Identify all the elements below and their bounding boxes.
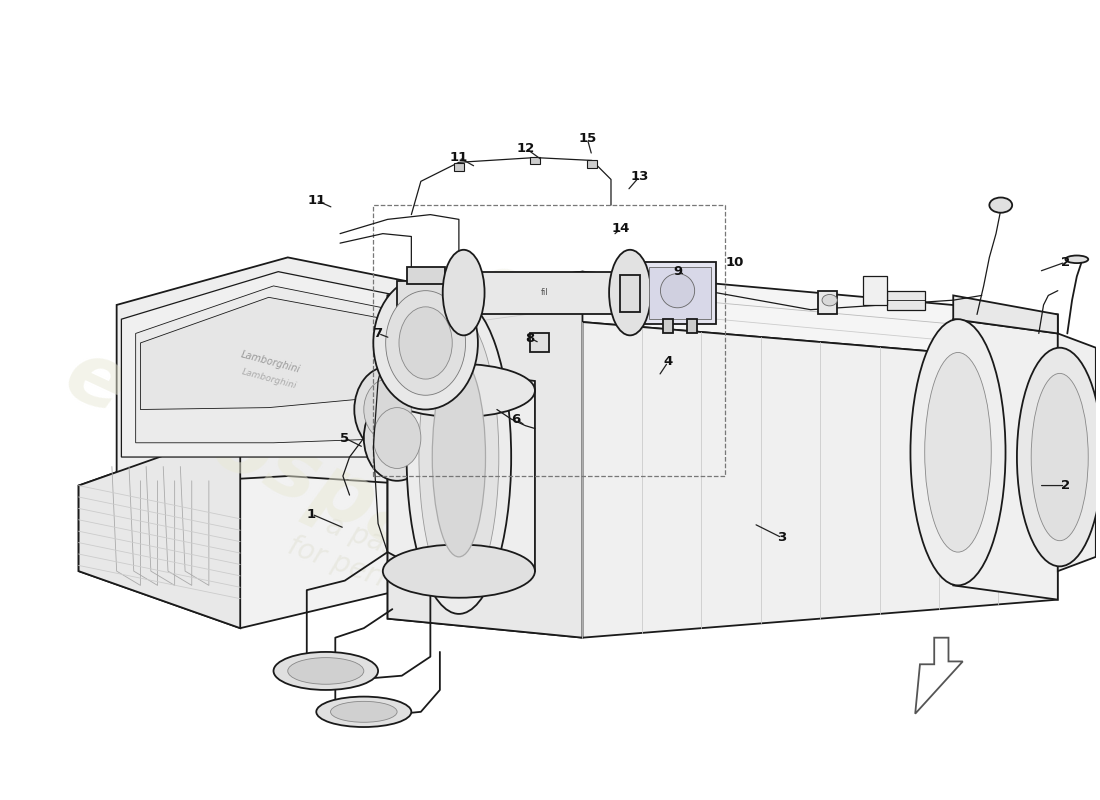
Polygon shape xyxy=(78,429,240,628)
Polygon shape xyxy=(1058,334,1096,571)
Polygon shape xyxy=(78,395,421,628)
Text: 8: 8 xyxy=(526,332,535,345)
Text: a passion
for perfection: a passion for perfection xyxy=(284,501,482,622)
Ellipse shape xyxy=(330,702,397,722)
Text: Lamborghini: Lamborghini xyxy=(240,367,297,390)
Polygon shape xyxy=(387,371,535,590)
Ellipse shape xyxy=(373,277,477,410)
Polygon shape xyxy=(887,290,925,310)
Polygon shape xyxy=(862,277,887,305)
Ellipse shape xyxy=(1016,348,1100,566)
Text: 7: 7 xyxy=(374,327,383,340)
Text: eurospares: eurospares xyxy=(462,246,931,517)
Polygon shape xyxy=(649,267,711,319)
Polygon shape xyxy=(530,334,549,353)
Ellipse shape xyxy=(660,274,695,308)
Text: 12: 12 xyxy=(516,142,535,154)
Polygon shape xyxy=(135,286,407,442)
Ellipse shape xyxy=(407,300,512,614)
Text: 10: 10 xyxy=(725,256,744,269)
Polygon shape xyxy=(645,262,716,324)
Ellipse shape xyxy=(911,319,1005,586)
Ellipse shape xyxy=(288,658,364,684)
Ellipse shape xyxy=(364,379,411,440)
Ellipse shape xyxy=(364,395,430,481)
Text: 14: 14 xyxy=(612,222,629,235)
Text: 3: 3 xyxy=(778,531,786,544)
Ellipse shape xyxy=(383,364,535,417)
Text: 9: 9 xyxy=(673,265,682,278)
Text: 4: 4 xyxy=(663,355,673,369)
Polygon shape xyxy=(954,295,1058,334)
Polygon shape xyxy=(663,319,673,334)
Ellipse shape xyxy=(1066,255,1088,263)
Polygon shape xyxy=(818,290,837,314)
Ellipse shape xyxy=(419,316,498,598)
Ellipse shape xyxy=(274,652,378,690)
Ellipse shape xyxy=(386,290,465,395)
Polygon shape xyxy=(688,319,696,334)
Text: 11: 11 xyxy=(450,151,468,164)
Polygon shape xyxy=(387,272,1058,362)
Ellipse shape xyxy=(925,353,991,552)
Text: fil: fil xyxy=(540,288,548,297)
Ellipse shape xyxy=(609,250,651,335)
Text: eurospares: eurospares xyxy=(52,333,581,638)
Polygon shape xyxy=(620,274,639,311)
Ellipse shape xyxy=(1031,374,1088,541)
Polygon shape xyxy=(117,258,430,486)
Ellipse shape xyxy=(989,198,1012,213)
Text: Lamborghini: Lamborghini xyxy=(240,350,301,374)
Polygon shape xyxy=(407,267,444,284)
Text: 15: 15 xyxy=(579,132,596,145)
Polygon shape xyxy=(141,298,402,410)
Ellipse shape xyxy=(373,408,421,469)
Text: 6: 6 xyxy=(512,413,520,426)
Text: 13: 13 xyxy=(630,170,649,183)
Ellipse shape xyxy=(354,366,421,452)
Polygon shape xyxy=(454,163,463,171)
Text: 11: 11 xyxy=(307,194,326,207)
Text: 2: 2 xyxy=(1060,256,1070,269)
Polygon shape xyxy=(397,281,454,314)
Ellipse shape xyxy=(317,697,411,727)
Polygon shape xyxy=(387,272,583,638)
Polygon shape xyxy=(121,272,421,457)
Ellipse shape xyxy=(399,307,452,379)
Polygon shape xyxy=(387,322,1058,638)
Polygon shape xyxy=(587,161,596,168)
Text: 5: 5 xyxy=(340,431,350,445)
Polygon shape xyxy=(954,319,1058,600)
Polygon shape xyxy=(463,272,630,314)
Ellipse shape xyxy=(442,250,485,335)
Ellipse shape xyxy=(432,358,485,557)
Ellipse shape xyxy=(383,545,535,598)
Text: 1: 1 xyxy=(307,507,316,521)
Text: 2: 2 xyxy=(1060,479,1070,492)
Ellipse shape xyxy=(822,294,837,306)
Polygon shape xyxy=(530,157,540,164)
